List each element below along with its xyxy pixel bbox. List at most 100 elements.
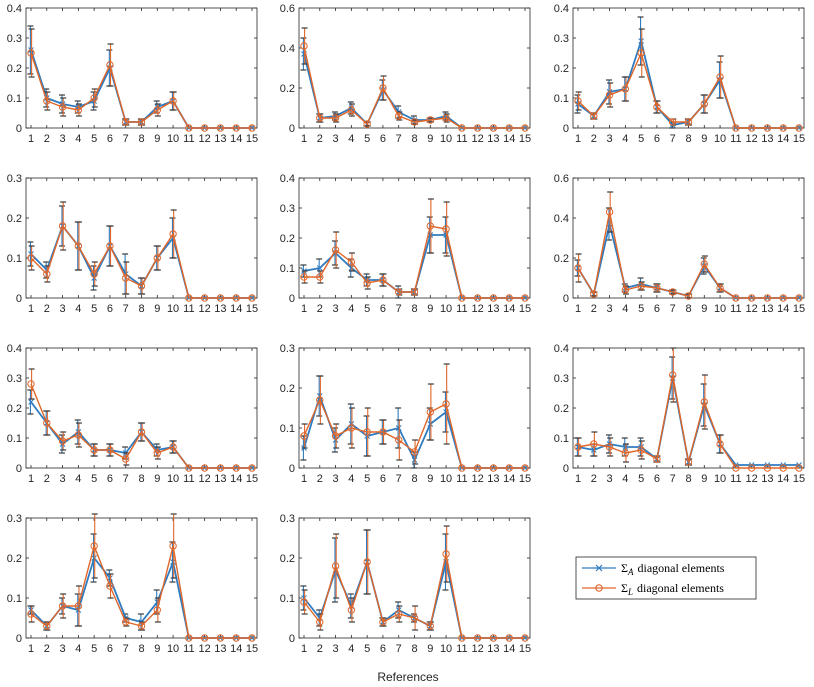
x-tick-label: 6 — [380, 473, 386, 485]
x-tick-label: 3 — [333, 643, 339, 655]
series-sigma-l — [574, 347, 803, 472]
y-tick-label: 0.2 — [554, 403, 569, 415]
data-point — [232, 294, 240, 302]
y-tick-label: 0.2 — [7, 403, 22, 415]
data-point — [779, 294, 787, 302]
data-point — [137, 118, 146, 126]
data-point — [248, 634, 256, 642]
subplot-7: 00.10.20.30.41 2 3 4 5 6 7 8 9 10 11 12 13 14 15 — [7, 343, 258, 485]
x-tick-label: 15 — [793, 303, 805, 315]
data-point — [363, 279, 371, 287]
x-tick-label: 7 — [396, 303, 402, 315]
axes-box — [572, 177, 805, 299]
y-tick-label: 0.1 — [7, 593, 22, 605]
data-point — [505, 634, 513, 642]
data-point — [410, 288, 419, 296]
x-tick-label: 6 — [380, 643, 386, 655]
data-point — [216, 634, 225, 642]
x-tick-label: 12 — [199, 473, 211, 485]
x-tick-label: 7 — [123, 303, 129, 315]
x-tick-label: 11 — [183, 473, 194, 485]
subplot-10: 00.10.20.31 2 3 4 5 6 7 8 9 10 11 12 13 14 15 — [7, 513, 258, 655]
data-point — [348, 105, 355, 111]
data-point — [58, 602, 67, 610]
x-tick-label: 12 — [472, 133, 484, 145]
data-point — [248, 124, 256, 132]
x-tick-label: 5 — [638, 133, 644, 145]
x-tick-label: 8 — [138, 643, 144, 655]
series-line — [30, 224, 252, 299]
x-tick-label: 15 — [519, 473, 531, 485]
data-point — [316, 114, 324, 122]
data-point — [716, 284, 724, 292]
x-tick-label: 5 — [364, 473, 370, 485]
data-point — [669, 288, 677, 296]
data-point — [347, 424, 356, 432]
series-sigma-l — [300, 27, 529, 132]
data-point — [248, 294, 256, 302]
x-tick-label: 8 — [138, 133, 144, 145]
data-point — [637, 446, 645, 454]
data-point — [153, 254, 161, 262]
x-tick-label: 2 — [591, 133, 597, 145]
data-point — [590, 112, 598, 120]
data-point — [74, 242, 83, 250]
data-point — [637, 49, 645, 57]
y-tick-label: 0.4 — [7, 3, 22, 15]
data-point — [91, 555, 97, 561]
data-point — [379, 84, 387, 92]
data-point — [621, 85, 630, 93]
x-tick-label: 13 — [487, 303, 499, 315]
y-tick-label: 0.3 — [280, 513, 295, 525]
y-tick-label: 0.1 — [7, 93, 22, 105]
x-tick-label: 1 — [28, 303, 34, 315]
x-tick-label: 4 — [348, 133, 354, 145]
x-tick-label: 1 — [301, 303, 307, 315]
y-tick-label: 0.6 — [554, 173, 569, 185]
x-tick-label: 12 — [746, 133, 758, 145]
data-point — [43, 622, 51, 630]
x-axis-label: References — [377, 670, 438, 684]
data-point — [700, 260, 708, 268]
data-point — [716, 73, 724, 81]
data-point — [232, 634, 240, 642]
data-point — [505, 294, 513, 302]
data-point — [363, 558, 371, 566]
subplot-5: 00.10.20.30.41 2 3 4 5 6 7 8 9 10 11 12 13 14 15 — [280, 173, 531, 315]
legend-sigma-symbol: Σ — [621, 561, 628, 575]
x-tick-label: 5 — [91, 133, 97, 145]
x-tick-label: 4 — [348, 303, 354, 315]
data-point — [732, 464, 740, 472]
legend-sigma-subscript: L — [627, 587, 633, 597]
data-point — [106, 242, 114, 250]
x-tick-label: 13 — [214, 643, 226, 655]
y-tick-label: 0.1 — [554, 433, 569, 445]
x-tick-label: 3 — [607, 303, 613, 315]
x-tick-label: 11 — [456, 473, 467, 485]
data-point — [426, 408, 434, 416]
data-point — [153, 106, 161, 114]
data-point — [763, 464, 772, 472]
x-tick-label: 12 — [199, 303, 211, 315]
series-line — [577, 211, 799, 299]
data-point — [521, 634, 529, 642]
series-sigma-l — [27, 28, 256, 132]
x-tick-label: 15 — [246, 643, 258, 655]
data-point — [732, 294, 740, 302]
data-point — [505, 464, 513, 472]
data-point — [763, 124, 772, 132]
data-point — [684, 292, 693, 300]
subplot-9: 00.10.20.30.41 2 3 4 5 6 7 8 9 10 11 12 13 14 15 — [554, 343, 805, 485]
y-tick-label: 0 — [563, 293, 569, 305]
data-point — [669, 371, 677, 379]
y-tick-label: 0 — [563, 463, 569, 475]
y-tick-label: 0.1 — [280, 423, 295, 435]
data-point — [395, 288, 403, 296]
axes-box — [572, 7, 805, 129]
y-tick-label: 0.4 — [554, 213, 569, 225]
x-tick-label: 13 — [214, 303, 226, 315]
data-point — [379, 276, 387, 284]
data-point — [489, 294, 498, 302]
subplot-6: 00.20.40.61 2 3 4 5 6 7 8 9 10 11 12 13 14 15 — [554, 173, 805, 315]
x-tick-label: 6 — [380, 133, 386, 145]
